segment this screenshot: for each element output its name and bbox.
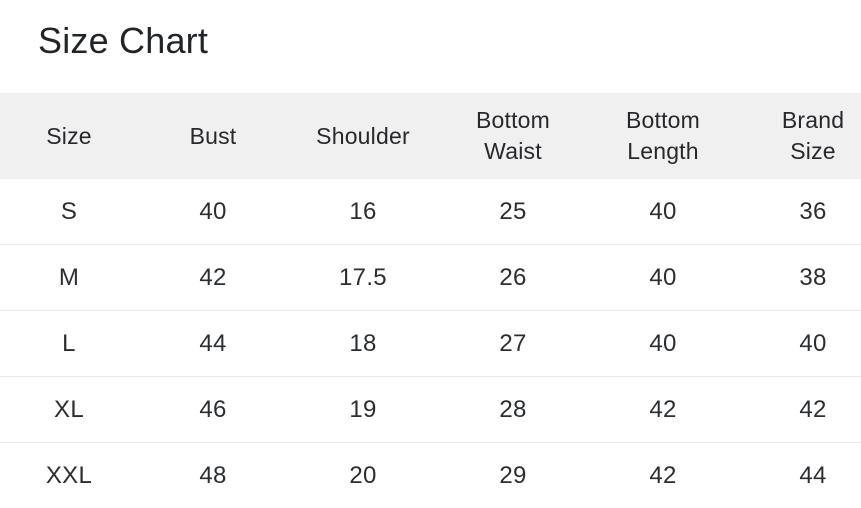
cell-size: S (0, 179, 138, 245)
table-row-l: L 44 18 27 40 40 (0, 311, 861, 377)
cell-bottom-waist: 25 (438, 179, 588, 245)
cell-shoulder: 18 (288, 311, 438, 377)
cell-bust: 46 (138, 377, 288, 443)
cell-bottom-length: 42 (588, 377, 738, 443)
cell-brand-size: 38 (738, 245, 861, 311)
header-bust: Bust (138, 93, 288, 179)
header-bottom-waist-label: Bottom Waist (465, 105, 561, 167)
cell-bust: 48 (138, 443, 288, 508)
header-size-label: Size (46, 121, 92, 152)
cell-size: XL (0, 377, 138, 443)
header-bottom-length-label: Bottom Length (615, 105, 711, 167)
cell-bottom-length: 42 (588, 443, 738, 508)
cell-bottom-waist: 29 (438, 443, 588, 508)
header-brand-size-label: Brand Size (765, 105, 861, 167)
cell-shoulder: 17.5 (288, 245, 438, 311)
size-table-viewport: Size Bust Shoulder Bottom Waist Bottom L… (0, 93, 861, 508)
cell-bottom-length: 40 (588, 311, 738, 377)
cell-bottom-waist: 26 (438, 245, 588, 311)
header-bottom-length: Bottom Length (588, 93, 738, 179)
cell-bust: 40 (138, 179, 288, 245)
size-table: Size Bust Shoulder Bottom Waist Bottom L… (0, 93, 861, 508)
title-bar: Size Chart (0, 0, 861, 93)
header-size: Size (0, 93, 138, 179)
header-shoulder-label: Shoulder (316, 121, 410, 152)
table-row-m: M 42 17.5 26 40 38 (0, 245, 861, 311)
header-bust-label: Bust (190, 121, 237, 152)
cell-bottom-length: 40 (588, 245, 738, 311)
cell-shoulder: 16 (288, 179, 438, 245)
cell-size: XXL (0, 443, 138, 508)
cell-shoulder: 19 (288, 377, 438, 443)
cell-shoulder: 20 (288, 443, 438, 508)
header-shoulder: Shoulder (288, 93, 438, 179)
table-header-row: Size Bust Shoulder Bottom Waist Bottom L… (0, 93, 861, 179)
page-title: Size Chart (38, 21, 861, 61)
cell-size: M (0, 245, 138, 311)
cell-size: L (0, 311, 138, 377)
table-row-xxl: XXL 48 20 29 42 44 (0, 443, 861, 508)
cell-brand-size: 44 (738, 443, 861, 508)
table-row-s: S 40 16 25 40 36 (0, 179, 861, 245)
cell-bottom-waist: 27 (438, 311, 588, 377)
cell-bust: 44 (138, 311, 288, 377)
header-brand-size: Brand Size (738, 93, 861, 179)
cell-brand-size: 40 (738, 311, 861, 377)
cell-brand-size: 36 (738, 179, 861, 245)
header-bottom-waist: Bottom Waist (438, 93, 588, 179)
table-row-xl: XL 46 19 28 42 42 (0, 377, 861, 443)
cell-bust: 42 (138, 245, 288, 311)
cell-bottom-waist: 28 (438, 377, 588, 443)
cell-brand-size: 42 (738, 377, 861, 443)
cell-bottom-length: 40 (588, 179, 738, 245)
